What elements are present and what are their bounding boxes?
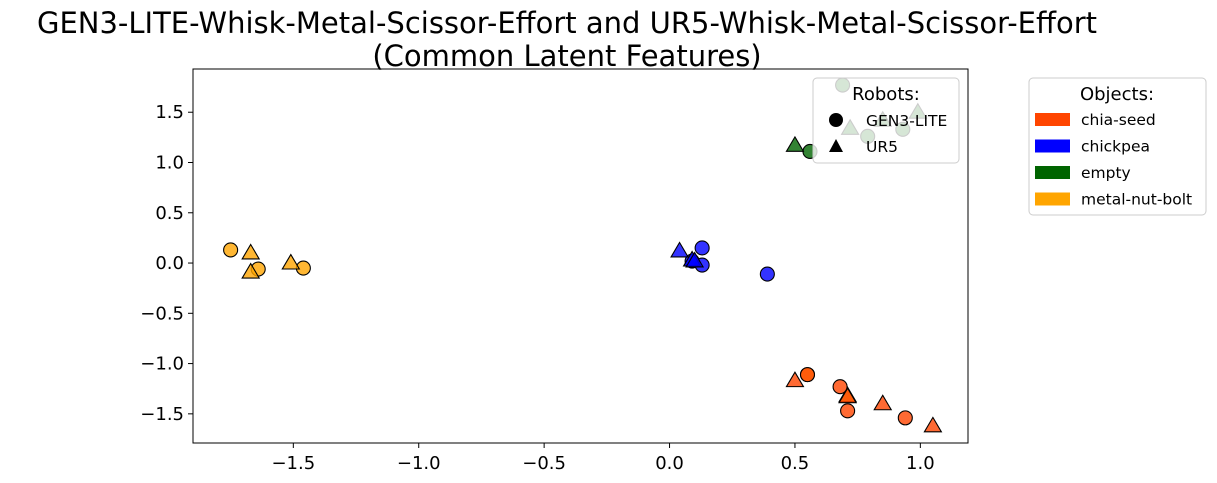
circle-marker-icon [829, 113, 843, 127]
data-point-circle [897, 410, 913, 426]
objects-legend-title: Objects: [1080, 84, 1154, 105]
x-tick-label: 0.5 [781, 453, 810, 474]
objects-legend-label: metal-nut-bolt [1081, 191, 1192, 209]
robots-legend-label-ur5: UR5 [866, 138, 898, 156]
objects-legend-swatch [1035, 166, 1070, 179]
data-point-triangle [685, 251, 705, 268]
data-point-circle [832, 379, 848, 395]
objects-legend: Objects: chia-seed chickpea empty metal-nut… [1028, 77, 1207, 216]
x-tick-label: 1.0 [906, 453, 935, 474]
data-point-triangle [838, 387, 858, 404]
robots-legend: Robots: GEN3-LITE UR5 [812, 77, 960, 164]
robots-legend-label-gen3-lite: GEN3-LITE [866, 112, 947, 130]
objects-legend-entries: chia-seed chickpea empty metal-nut-bolt [1035, 111, 1192, 209]
data-point-triangle [670, 241, 690, 258]
data-point-triangle [241, 243, 261, 260]
data-point-triangle [241, 262, 261, 279]
axis-ticks: −1.5 −1.0 −0.5 0.0 0.5 1.0 −1.5 −1.0 −0.5 0.0 0.5 1… [140, 102, 934, 474]
objects-legend-swatch [1035, 192, 1070, 206]
data-point-circle [223, 242, 239, 258]
y-tick-label: 1.0 [155, 153, 184, 174]
objects-legend-swatch [1035, 139, 1070, 153]
x-tick-label: −0.5 [522, 453, 566, 474]
y-tick-label: −1.0 [140, 354, 184, 375]
plot-frame [192, 68, 969, 444]
robots-legend-frame [812, 77, 960, 164]
objects-legend-swatch [1035, 113, 1070, 126]
chart-title-line1: GEN3-LITE-Whisk-Metal-Scissor-Effort and… [37, 6, 1097, 40]
chart-title-line2: (Common Latent Features) [372, 39, 761, 73]
objects-legend-frame [1028, 77, 1207, 216]
data-point-triangle [785, 135, 805, 152]
x-tick-label: −1.0 [397, 453, 441, 474]
objects-legend-label: chia-seed [1081, 111, 1156, 129]
triangle-marker-icon [829, 139, 843, 152]
y-tick-label: 0.5 [155, 203, 184, 224]
x-tick-label: 0.0 [655, 453, 684, 474]
data-point-triangle [785, 371, 805, 388]
data-point-circle [840, 403, 856, 419]
objects-legend-label: empty [1081, 164, 1131, 182]
data-point-circle [694, 240, 710, 256]
y-tick-label: −1.5 [140, 404, 184, 425]
data-point-circle [759, 266, 775, 282]
robots-legend-title: Robots: [852, 84, 920, 105]
objects-legend-label: chickpea [1081, 138, 1150, 156]
y-tick-label: 1.5 [155, 102, 184, 123]
data-point-circle [799, 367, 816, 383]
data-point-triangle [281, 253, 301, 270]
x-tick-label: −1.5 [271, 453, 315, 474]
data-point-triangle [923, 416, 943, 433]
y-tick-label: 0.0 [155, 253, 184, 274]
data-point-triangle [873, 394, 893, 411]
y-tick-label: −0.5 [140, 303, 184, 324]
